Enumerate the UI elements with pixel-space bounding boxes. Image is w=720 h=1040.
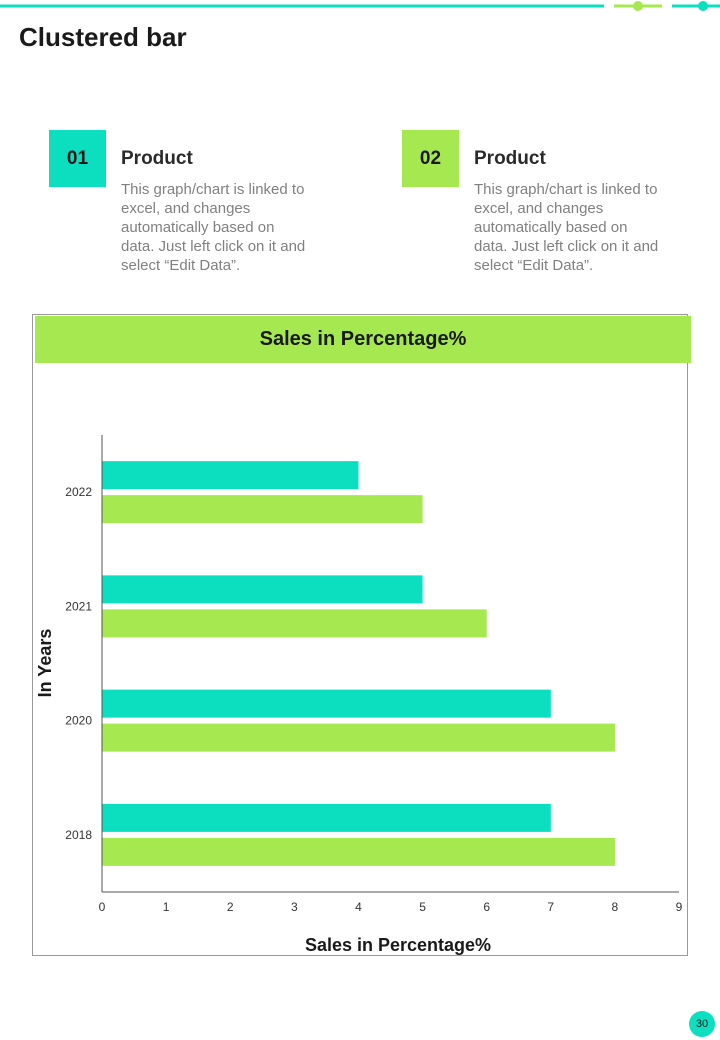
x-axis-title: Sales in Percentage% xyxy=(305,935,491,955)
y-tick-label: 2018 xyxy=(65,828,92,842)
x-tick-label: 6 xyxy=(483,900,490,914)
bar-2021-series-2 xyxy=(102,609,487,638)
x-tick-label: 7 xyxy=(547,900,554,914)
x-tick-label: 9 xyxy=(676,900,683,914)
feature-block-02: 02 Product This graph/chart is linked to… xyxy=(402,130,702,280)
bar-2020-series-2 xyxy=(102,723,615,752)
y-tick-label: 2021 xyxy=(65,599,92,613)
feature-title: Product xyxy=(121,148,193,169)
feature-title: Product xyxy=(474,148,546,169)
chart-title: Sales in Percentage% xyxy=(35,316,691,363)
y-tick-label: 2022 xyxy=(65,485,92,499)
x-tick-label: 8 xyxy=(612,900,619,914)
x-tick-label: 4 xyxy=(355,900,362,914)
x-tick-label: 2 xyxy=(227,900,234,914)
bar-2022-series-1 xyxy=(102,461,359,490)
x-tick-label: 0 xyxy=(99,900,106,914)
feature-description: This graph/chart is linked to excel, and… xyxy=(474,181,659,274)
bar-2021-series-1 xyxy=(102,575,423,604)
top-dot-teal xyxy=(698,1,708,11)
top-dot-green xyxy=(633,1,643,11)
page-number-badge: 30 xyxy=(689,1011,715,1037)
bar-2018-series-2 xyxy=(102,837,615,866)
page-title: Clustered bar xyxy=(19,22,187,52)
feature-description: This graph/chart is linked to excel, and… xyxy=(121,181,306,274)
clustered-bar-chart: 2018 2020 2021 2022 0 1 2 3 4 5 6 7 8 9 Sales in Perce… xyxy=(35,435,683,955)
feature-block-01: 01 Product This graph/chart is linked to… xyxy=(49,130,349,280)
bar-2020-series-1 xyxy=(102,689,551,718)
x-tick-label: 3 xyxy=(291,900,298,914)
y-tick-label: 2020 xyxy=(65,714,92,728)
y-axis-title: In Years xyxy=(35,629,55,698)
x-tick-label: 1 xyxy=(163,900,170,914)
chart-container: Sales in Percentage% 2018 2020 2021 2022 0 1 2… xyxy=(32,314,691,956)
x-tick-label: 5 xyxy=(419,900,426,914)
top-decorative-bar xyxy=(0,1,720,11)
bar-2022-series-2 xyxy=(102,495,423,524)
bar-2018-series-1 xyxy=(102,803,551,832)
feature-number-badge: 02 xyxy=(402,130,459,187)
feature-number-badge: 01 xyxy=(49,130,106,187)
